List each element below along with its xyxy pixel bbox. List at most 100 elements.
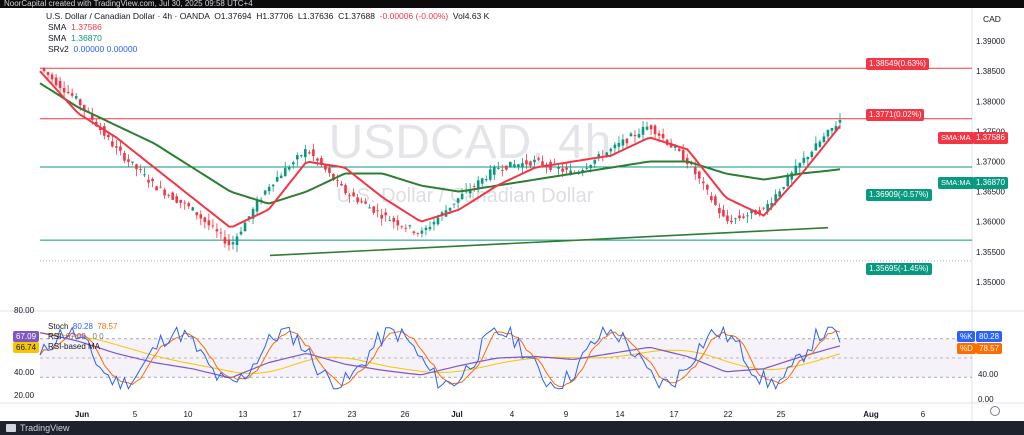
indicator-srv2[interactable]: SRv2 0.00000 0.00000 xyxy=(48,44,137,55)
time-axis-label: 9 xyxy=(564,410,569,419)
symbol-legend[interactable]: U.S. Dollar / Canadian Dollar · 4h · OAN… xyxy=(46,11,489,22)
stoch-k-value: 80.28 xyxy=(72,322,93,331)
candle-body xyxy=(287,167,291,170)
candle-body xyxy=(806,157,810,160)
candle-body xyxy=(123,153,126,161)
candle-body xyxy=(782,187,786,189)
candle-body xyxy=(762,207,765,209)
rsi-ma-legend[interactable]: RSI-based MA xyxy=(48,342,100,352)
time-axis-label: 10 xyxy=(184,410,193,419)
candle-body xyxy=(163,189,166,196)
window-title-bar: NoorCapital created with TradingView.com… xyxy=(0,0,1024,8)
candle-body xyxy=(99,127,102,131)
candle-body xyxy=(291,162,295,165)
candle-body xyxy=(621,139,625,146)
candle-body xyxy=(702,181,705,184)
candle-body xyxy=(412,231,416,233)
candle-body xyxy=(673,146,677,148)
candle-body xyxy=(231,242,235,245)
candle-body xyxy=(388,220,392,222)
candle-body xyxy=(790,172,794,180)
candle-body xyxy=(533,159,536,163)
candle-body xyxy=(730,220,733,223)
stoch-legend[interactable]: Stoch 80.28 78.57 xyxy=(48,322,117,332)
candle-body xyxy=(653,125,657,135)
price-axis-label: 1.36000 xyxy=(976,218,1005,227)
candle-body xyxy=(641,126,645,135)
candle-body xyxy=(143,174,146,176)
rsi-legend[interactable]: RSI 67.09 0 0 xyxy=(48,332,104,342)
time-axis-label: 26 xyxy=(401,410,410,419)
sma-fast-price-tag: 1.37586 xyxy=(973,132,1008,144)
candle-body xyxy=(251,208,255,219)
stoch-title[interactable]: Stoch xyxy=(48,322,69,331)
candle-body xyxy=(480,178,484,184)
time-axis-label: 23 xyxy=(348,410,357,419)
time-axis-label: 25 xyxy=(777,410,786,419)
candle-body xyxy=(661,134,665,139)
candle-body xyxy=(404,227,408,229)
candle-body xyxy=(340,183,343,186)
candle-body xyxy=(456,198,460,203)
candle-body xyxy=(794,165,798,175)
rsi-ma-title[interactable]: RSI-based MA xyxy=(48,342,101,351)
candle-body xyxy=(798,162,802,168)
indicator-sma-fast[interactable]: SMA 1.37586 xyxy=(48,22,102,33)
sma-slow-line xyxy=(39,82,841,205)
indicator-name[interactable]: SMA xyxy=(48,33,67,43)
candle-body xyxy=(645,126,649,130)
candle-body xyxy=(356,197,359,203)
candle-body xyxy=(62,87,66,93)
candle-body xyxy=(617,142,621,147)
candle-body xyxy=(235,236,239,246)
chart-area[interactable]: USDCAD, 4h U.S. Dollar / Canadian Dollar… xyxy=(0,8,1024,421)
candle-body xyxy=(147,179,150,183)
candle-body xyxy=(139,169,142,170)
candle-body xyxy=(396,220,400,226)
candle-body xyxy=(537,158,540,160)
candle-body xyxy=(304,149,307,158)
indicator-sma-slow[interactable]: SMA 1.36870 xyxy=(48,33,102,44)
stoch-left-axis-label: 40.00 xyxy=(14,368,35,377)
price-axis: 1.39000 1.38500 1.38000 1.37500 1.37000 1.365… xyxy=(976,37,1005,287)
candle-body xyxy=(70,93,74,96)
candle-body xyxy=(215,229,219,232)
candle-body xyxy=(706,185,709,190)
time-axis-label: Jul xyxy=(451,410,463,419)
candle-body xyxy=(376,210,379,212)
candle-body xyxy=(328,167,331,173)
rsi-title[interactable]: RSI xyxy=(48,332,62,341)
candle-body xyxy=(263,190,267,195)
candle-body xyxy=(525,160,528,165)
candle-body xyxy=(243,222,247,232)
settings-gear-icon[interactable] xyxy=(990,406,1000,416)
candle-body xyxy=(58,80,62,89)
ohlc-open: O1.37694 xyxy=(214,11,252,21)
time-axis-label: 6 xyxy=(921,410,926,419)
price-axis-label: 1.36500 xyxy=(976,188,1005,197)
candle-body xyxy=(509,161,512,168)
candle-body xyxy=(372,206,375,213)
stoch-left-axis-label: 20.00 xyxy=(14,391,35,400)
time-axis-label: 13 xyxy=(239,410,248,419)
candle-body xyxy=(66,91,70,94)
candle-body xyxy=(770,203,773,207)
stoch-pane: 80.00 40.00 20.00 40.00 0.00 xyxy=(14,306,999,404)
candle-body xyxy=(452,203,456,205)
candle-body xyxy=(722,209,725,217)
symbol-name[interactable]: U.S. Dollar / Canadian Dollar · 4h · OAN… xyxy=(46,11,210,21)
time-axis-label: 17 xyxy=(293,410,302,419)
indicator-name[interactable]: SRv2 xyxy=(48,44,69,54)
candle-body xyxy=(697,171,701,179)
sma-fast-name-tag: SMA:MA xyxy=(938,132,974,144)
candle-body xyxy=(380,214,384,219)
candle-body xyxy=(324,165,327,170)
candle-body xyxy=(693,167,697,175)
candle-body xyxy=(308,152,311,154)
price-chart[interactable]: USDCAD, 4h U.S. Dollar / Canadian Dollar… xyxy=(0,8,1024,421)
indicator-name[interactable]: SMA xyxy=(48,22,67,32)
rsi-left-badge: 67.09 xyxy=(13,331,40,342)
stoch-k-badge-label: %K xyxy=(957,331,976,342)
candle-body xyxy=(46,72,50,76)
currency-label[interactable]: CAD xyxy=(983,14,1001,24)
